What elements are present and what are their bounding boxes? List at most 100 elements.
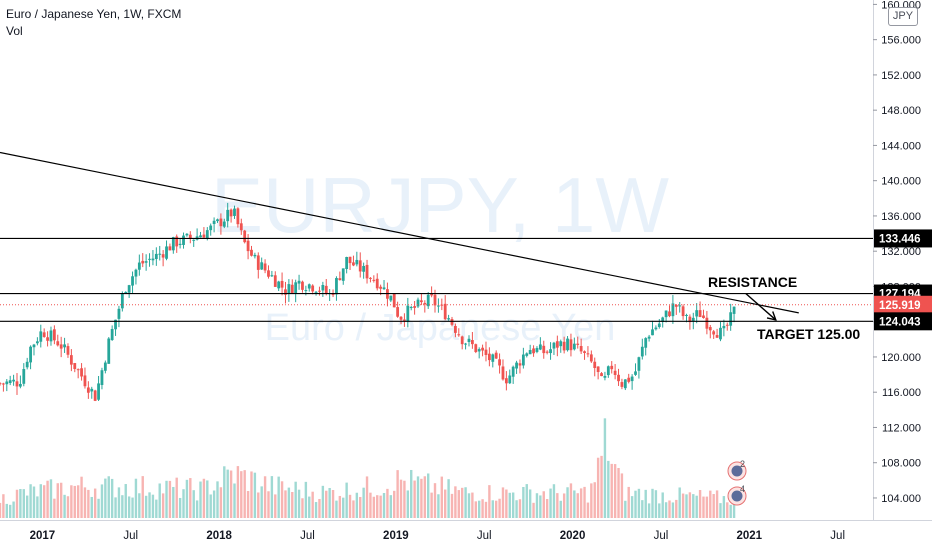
candle-body [430,293,434,296]
volume-bar [562,493,566,518]
volume-bar [539,495,542,518]
candle-body [46,337,49,341]
candle-body [379,286,383,289]
volume-bar [722,496,726,518]
candle-body [178,243,182,245]
candle-body [141,260,145,264]
candle-body [535,348,539,352]
volume-bar [131,497,134,518]
volume-bar [56,483,59,518]
price-tick-label: 152.000 [881,70,921,82]
volume-bar [114,497,117,518]
volume-bar [325,490,328,518]
candle-body [324,285,328,294]
candle-body [52,329,56,341]
volume-bar [372,496,376,518]
volume-bar [175,477,178,518]
volume-bar [192,490,195,518]
candle-body [90,388,94,392]
candle-body [73,363,77,369]
volume-bar [301,498,304,518]
candle-body [600,373,603,377]
price-tick-label: 160.000 [881,0,921,11]
candle-body [236,208,240,225]
volume-bar [206,480,209,518]
volume-bar [144,495,148,518]
price-tick-label: 104.000 [881,493,921,505]
volume-bar [702,496,705,518]
volume-bar [240,471,243,518]
volume-bar [474,501,477,518]
volume-bar [29,484,32,518]
candle-body [233,208,236,216]
candle-body [583,351,586,354]
volume-bar [413,480,416,518]
candle-body [192,239,196,241]
price-tick-label: 148.000 [881,105,921,117]
candle-body [674,304,678,307]
event-badge: 2 [727,459,747,481]
candle-body [518,363,522,366]
candle-body [352,262,355,266]
volume-bar [63,494,66,518]
volume-bar [8,504,12,518]
candle-body [691,317,695,321]
volume-bar [508,492,511,518]
volume-bar [328,487,331,518]
volume-bar [236,466,240,518]
volume-bar [454,486,457,518]
candle-body [705,317,709,329]
candle-body [647,336,651,339]
candle-body [86,387,90,393]
volume-bar [355,492,359,518]
volume-bar [525,484,528,518]
candle-body [566,338,569,351]
volume-bar [308,496,311,518]
time-axis-ticks: 2017 Jul 2018 Jul 2019 Jul 2020 Jul 2021 Jul [30,530,845,542]
candle-body [732,306,736,314]
time-tick-label: Jul [654,530,669,542]
volume-bar [287,487,291,518]
currency-button[interactable]: JPY [888,7,918,26]
resistance-annotation: RESISTANCE [708,274,797,290]
volume-bar [651,488,654,518]
candle-body [280,280,284,288]
candle-body [464,343,467,345]
candle-body [273,275,277,287]
volume-bar [253,472,257,518]
candle-body [32,344,36,348]
volume-bar [732,495,736,518]
volume-bar [488,485,491,518]
volume-bar [107,476,110,518]
candle-body [226,209,230,222]
price-tick-label: 112.000 [882,422,921,434]
candle-body [182,235,185,245]
level-price-label: 133.446 [879,233,921,245]
candle-body [49,330,53,342]
candle-body [1,383,5,385]
volume-bar [396,470,399,518]
candle-body [708,327,712,331]
candle-body [671,303,675,317]
volume-bar [189,478,192,518]
candle-body [341,268,345,281]
candle-body [83,375,87,387]
volume-bar [32,486,36,518]
volume-bar [83,487,87,518]
candle-body [256,255,260,270]
candle-body [712,331,716,335]
volume-bar [15,489,19,518]
candle-body [97,383,100,400]
volume-bar [410,469,413,518]
current-price-label-bg [874,295,932,314]
volume-bar [277,476,280,518]
volume-bar [100,484,104,518]
volume-bar [522,486,525,518]
candle-body [372,279,376,281]
candle-body [35,341,39,344]
volume-bar [658,503,661,518]
volume-bar [498,498,501,518]
volume-bar [280,481,284,518]
volume-bar [376,495,379,518]
